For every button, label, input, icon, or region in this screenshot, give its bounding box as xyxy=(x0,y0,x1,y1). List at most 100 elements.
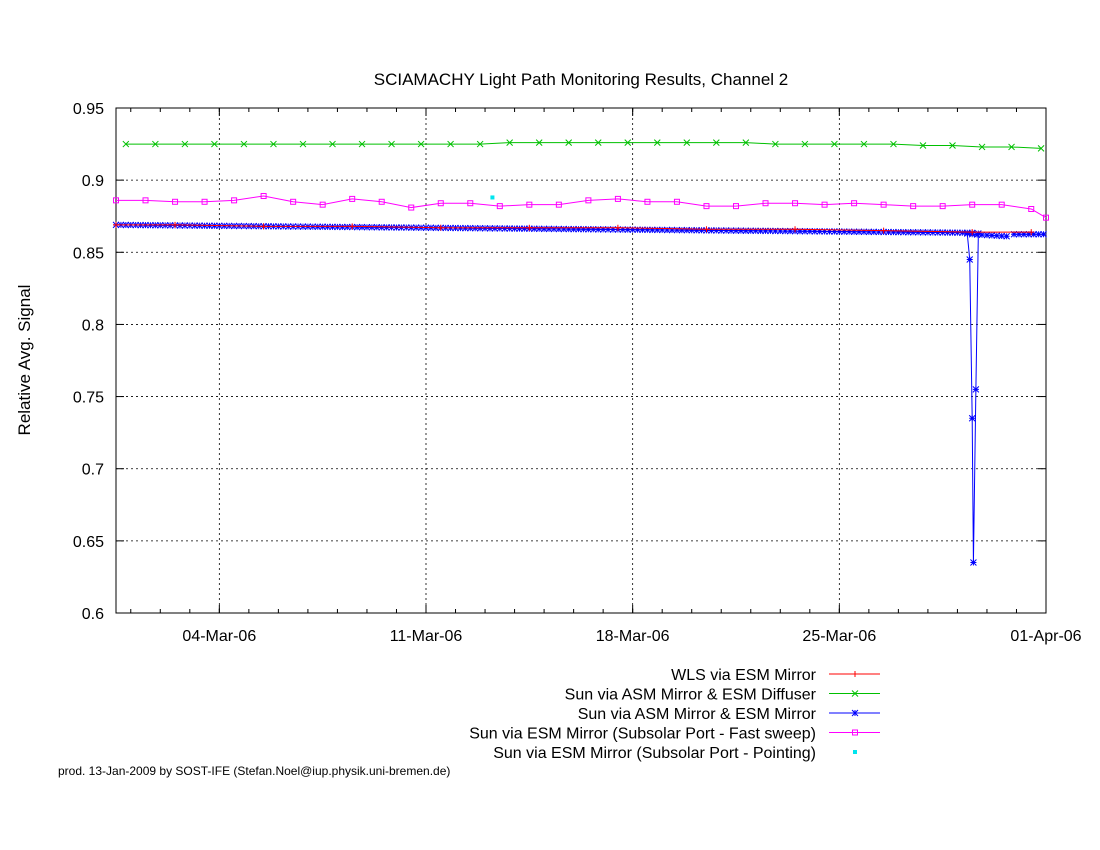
data-point xyxy=(349,223,356,230)
data-point xyxy=(914,228,922,236)
data-point xyxy=(860,140,868,148)
data-point xyxy=(688,226,696,234)
data-point xyxy=(383,224,390,231)
data-point xyxy=(924,229,932,236)
data-point xyxy=(408,204,415,211)
data-point xyxy=(1015,230,1023,238)
data-point xyxy=(860,228,868,236)
data-point xyxy=(535,139,543,146)
data-point xyxy=(290,198,297,205)
legend-label: Sun via ESM Mirror (Subsolar Port - Fast… xyxy=(469,726,816,743)
data-point xyxy=(1025,230,1033,238)
data-point xyxy=(970,559,977,566)
data-point xyxy=(467,200,474,207)
data-point xyxy=(644,226,651,234)
data-point xyxy=(172,221,179,228)
data-point xyxy=(1008,143,1015,151)
data-point xyxy=(742,139,750,146)
data-point xyxy=(909,228,917,236)
grid xyxy=(116,108,1046,613)
data-point xyxy=(270,140,277,148)
data-point xyxy=(589,225,597,233)
legend-label: Sun via ASM Mirror & ESM Mirror xyxy=(578,706,817,723)
data-point xyxy=(969,201,976,208)
data-point xyxy=(496,225,504,232)
chart-title: SCIAMACHY Light Path Monitoring Results,… xyxy=(374,70,789,89)
data-point xyxy=(929,229,937,236)
series-line xyxy=(966,233,979,563)
y-tick-label: 0.85 xyxy=(73,245,104,262)
data-point xyxy=(712,227,720,234)
data-point xyxy=(703,203,710,210)
data-point xyxy=(762,200,769,207)
data-point xyxy=(565,225,573,233)
data-point xyxy=(545,225,553,233)
data-point xyxy=(835,228,843,235)
data-point xyxy=(762,227,769,235)
data-point xyxy=(851,690,859,697)
data-point xyxy=(1010,230,1018,238)
data-point xyxy=(880,201,887,208)
data-point xyxy=(988,232,996,239)
data-point xyxy=(978,231,986,239)
y-tick-label: 0.75 xyxy=(73,390,104,407)
data-point xyxy=(683,226,691,234)
data-point xyxy=(939,203,946,210)
data-point xyxy=(772,140,779,148)
data-point xyxy=(831,228,838,235)
data-point xyxy=(334,223,341,231)
data-point xyxy=(767,227,774,235)
data-point xyxy=(993,232,1001,240)
data-point xyxy=(673,198,680,205)
data-point xyxy=(388,140,395,148)
data-point xyxy=(1020,230,1028,238)
y-tick-label: 0.6 xyxy=(82,606,104,623)
data-point xyxy=(875,228,883,236)
data-point xyxy=(708,227,715,234)
data-point xyxy=(299,140,307,148)
data-point xyxy=(870,228,878,236)
data-point xyxy=(831,140,838,148)
data-point xyxy=(594,139,602,146)
data-point xyxy=(639,226,646,234)
data-point xyxy=(614,224,621,231)
data-point xyxy=(530,225,538,233)
x-tick-label: 25-Mar-06 xyxy=(802,628,876,645)
data-point xyxy=(658,226,666,234)
data-point xyxy=(885,228,892,236)
data-point xyxy=(570,225,577,233)
data-point xyxy=(801,140,809,148)
data-point xyxy=(821,228,828,235)
data-point xyxy=(673,226,681,234)
data-point xyxy=(949,229,956,236)
data-point xyxy=(972,386,980,393)
data-point xyxy=(944,229,951,236)
data-point xyxy=(585,225,592,233)
data-point xyxy=(983,231,991,239)
data-point xyxy=(501,225,509,232)
data-point xyxy=(712,139,720,146)
data-point xyxy=(801,227,809,235)
series-wls-via-esm-mirror xyxy=(113,221,1035,236)
y-tick-label: 0.8 xyxy=(82,317,104,334)
data-point xyxy=(752,227,760,235)
data-point xyxy=(806,227,814,235)
data-point xyxy=(968,414,976,422)
data-point xyxy=(737,227,745,235)
data-point xyxy=(614,195,621,202)
data-point xyxy=(506,225,514,232)
data-point xyxy=(934,229,942,236)
data-point xyxy=(653,139,661,146)
data-point xyxy=(717,227,725,234)
data-point xyxy=(240,140,248,148)
data-point xyxy=(353,223,361,231)
data-point xyxy=(142,197,149,204)
data-point xyxy=(181,140,189,148)
data-point xyxy=(742,227,750,235)
axis-ticks: 0.6 0.65 0.7 0.75 0.8 0.85 0.9 0.95 04-Mar-06 11-… xyxy=(73,101,1082,645)
data-point xyxy=(1028,229,1035,236)
data-point xyxy=(816,228,824,235)
data-point xyxy=(496,203,503,210)
data-point xyxy=(526,224,533,231)
data-point xyxy=(851,709,859,717)
